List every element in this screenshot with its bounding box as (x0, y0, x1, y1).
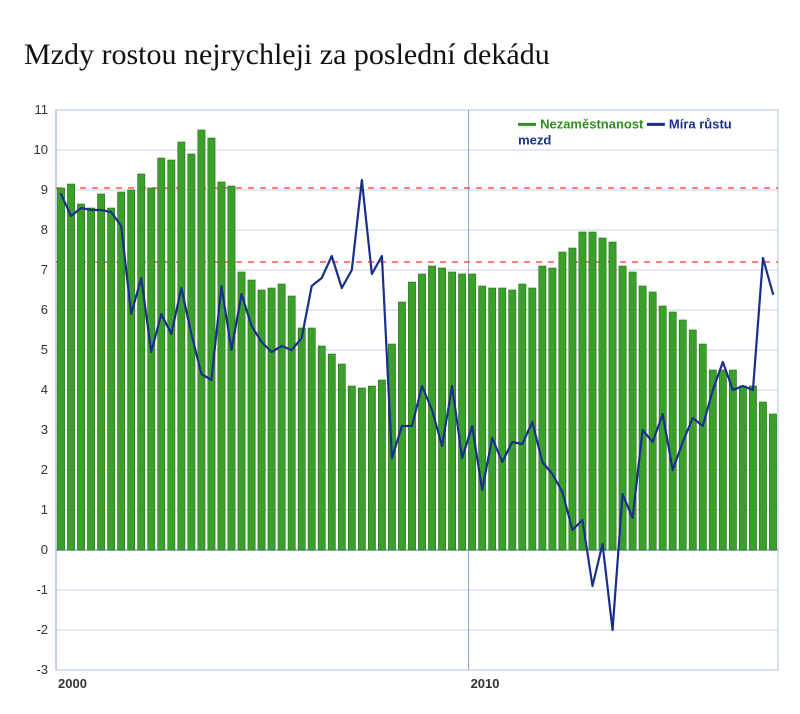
y-tick-label: 10 (34, 142, 48, 157)
bar (268, 288, 275, 550)
bar (188, 154, 195, 550)
y-tick-label: -3 (36, 662, 48, 677)
bar (138, 174, 145, 550)
bar (298, 328, 305, 550)
y-tick-label: 3 (41, 422, 48, 437)
bar (368, 386, 375, 550)
combined-chart: -3 -2 -1 0 1 2 3 4 5 6 7 8 9 10 11 2000 2010 Nezaměstnano… (12, 100, 788, 710)
bar (639, 286, 646, 550)
bar (328, 354, 335, 550)
bar (178, 142, 185, 550)
bar (67, 184, 74, 550)
bar (208, 138, 215, 550)
bar (489, 288, 496, 550)
legend-label-1a: Míra růstu (669, 116, 732, 131)
bar (57, 188, 64, 550)
bar (348, 386, 355, 550)
legend-label-1b: mezd (518, 132, 551, 147)
bar (308, 328, 315, 550)
bar (549, 268, 556, 550)
chart-svg: -3 -2 -1 0 1 2 3 4 5 6 7 8 9 10 11 2000 2010 Nezaměstnano… (12, 100, 788, 700)
bar (719, 370, 726, 550)
bar (479, 286, 486, 550)
bar (338, 364, 345, 550)
bar (168, 160, 175, 550)
bar (769, 414, 776, 550)
bar (529, 288, 536, 550)
page-title: Mzdy rostou nejrychleji za poslední deká… (0, 20, 800, 72)
bar (158, 158, 165, 550)
y-tick-label: 5 (41, 342, 48, 357)
bar (218, 182, 225, 550)
legend-label-0: Nezaměstnanost (540, 116, 644, 131)
bar (128, 190, 135, 550)
bar (509, 290, 516, 550)
bar (759, 402, 766, 550)
y-tick-label: -1 (36, 582, 48, 597)
bar (739, 386, 746, 550)
x-tick-label: 2000 (58, 676, 87, 691)
y-tick-label: -2 (36, 622, 48, 637)
bar (258, 290, 265, 550)
bar (699, 344, 706, 550)
bar (609, 242, 616, 550)
bar (459, 274, 466, 550)
bar (77, 204, 84, 550)
bar (418, 274, 425, 550)
bar (689, 330, 696, 550)
bar (378, 380, 385, 550)
bar (539, 266, 546, 550)
bar (198, 130, 205, 550)
bar (438, 268, 445, 550)
bar (98, 194, 105, 550)
bar (669, 312, 676, 550)
bar (288, 296, 295, 550)
bar (278, 284, 285, 550)
bar (749, 386, 756, 550)
y-tick-label: 9 (41, 182, 48, 197)
y-tick-label: 0 (41, 542, 48, 557)
bar (358, 388, 365, 550)
bar (318, 346, 325, 550)
y-tick-label: 7 (41, 262, 48, 277)
bar (87, 208, 94, 550)
x-tick-label: 2010 (471, 676, 500, 691)
bar (519, 284, 526, 550)
y-tick-label: 11 (35, 102, 49, 117)
y-tick-label: 4 (41, 382, 48, 397)
bar (729, 370, 736, 550)
y-tick-label: 1 (41, 502, 48, 517)
bar (629, 272, 636, 550)
bar (108, 208, 115, 550)
bar (589, 232, 596, 550)
y-tick-label: 8 (41, 222, 48, 237)
bar (579, 232, 586, 550)
y-tick-label: 2 (41, 462, 48, 477)
bar (649, 292, 656, 550)
y-tick-label: 6 (41, 302, 48, 317)
bar (599, 238, 606, 550)
bar (499, 288, 506, 550)
bar (569, 248, 576, 550)
bar (228, 186, 235, 550)
bar (148, 188, 155, 550)
bar (469, 274, 476, 550)
